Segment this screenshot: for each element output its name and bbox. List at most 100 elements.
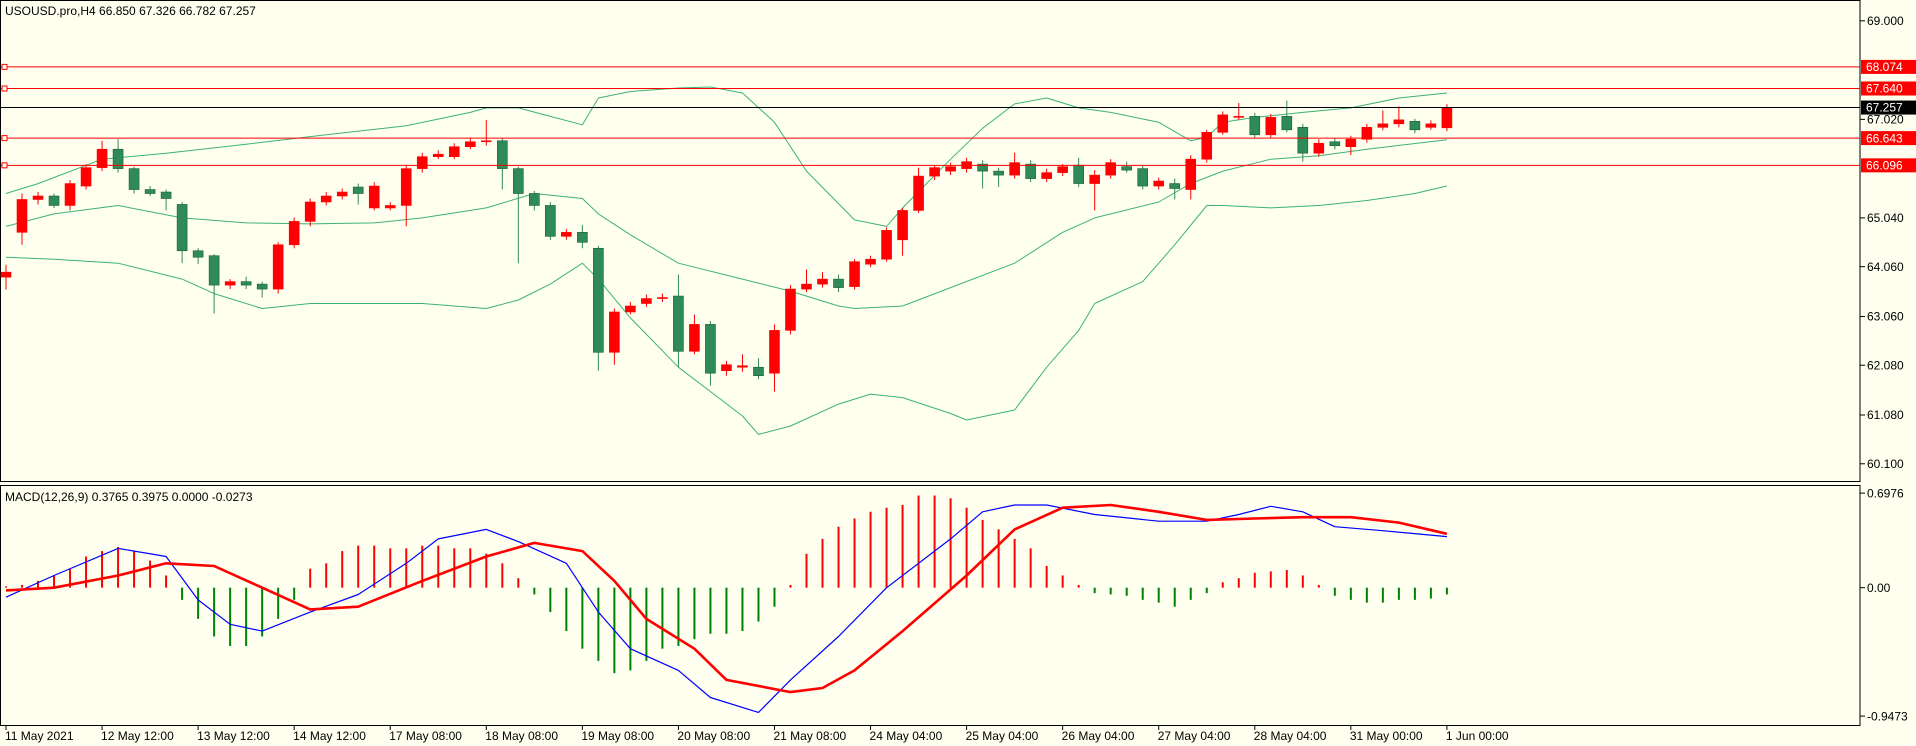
candle-body (288, 221, 300, 246)
candle-body (1377, 123, 1389, 128)
level-anchor (1, 63, 8, 70)
x-tick-label: 1 Jun 00:00 (1446, 729, 1509, 743)
candle-body (1233, 116, 1245, 118)
candle-body (480, 140, 492, 143)
candle-body (849, 261, 860, 287)
candle-body (320, 195, 332, 203)
level-label: 66.096 (1866, 159, 1903, 173)
candle-body (1009, 162, 1020, 176)
candle-body (96, 148, 108, 168)
candle-body (673, 295, 684, 352)
candle-body (144, 189, 156, 194)
candle-body (64, 183, 76, 206)
x-tick-label: 25 May 04:00 (966, 729, 1039, 743)
candle-body (256, 283, 268, 290)
candle-body (769, 330, 780, 374)
y-tick-label: 67.020 (1867, 113, 1904, 127)
candle-body (1137, 168, 1149, 187)
x-tick-label: 21 May 08:00 (773, 729, 846, 743)
y-tick-label: -0.9473 (1867, 709, 1908, 723)
y-tick-label: 0.00 (1867, 581, 1891, 595)
level-label-box (1861, 59, 1916, 74)
x-tick-label: 31 May 00:00 (1350, 729, 1423, 743)
candle-body (945, 166, 956, 172)
candle-body (593, 247, 604, 353)
x-tick-label: 11 May 2021 (5, 729, 74, 743)
candle-body (913, 175, 924, 211)
level-label-box (1861, 81, 1916, 96)
candle-body (1121, 166, 1132, 171)
candle-body (208, 255, 220, 286)
level-label: 66.643 (1866, 131, 1903, 145)
x-tick-label: 24 May 04:00 (870, 729, 943, 743)
candle-body (352, 186, 364, 194)
x-tick-label: 17 May 08:00 (389, 729, 462, 743)
candle-body (865, 258, 876, 265)
candle-body (432, 153, 444, 157)
candle-body (1153, 180, 1165, 187)
candle-body (272, 244, 284, 290)
candle-body (1073, 164, 1084, 184)
x-tick-label: 13 May 12:00 (197, 729, 270, 743)
candle-body (416, 156, 428, 169)
candle-body (1425, 123, 1437, 128)
level-anchor (1, 85, 8, 92)
candle-body (657, 297, 668, 299)
candle-body (16, 199, 28, 233)
candle-body (304, 201, 316, 222)
candle-body (1281, 116, 1293, 131)
y-tick-label: 63.060 (1867, 310, 1904, 324)
level-label: 67.640 (1866, 82, 1903, 96)
y-tick-label: 61.080 (1867, 408, 1904, 422)
y-tick-label: 69.000 (1867, 14, 1904, 28)
candle-body (1041, 172, 1052, 179)
candle-body (192, 250, 204, 258)
x-tick-label: 19 May 08:00 (581, 729, 654, 743)
candle-body (128, 168, 140, 190)
candle-body (224, 281, 236, 286)
candle-body (1105, 162, 1116, 176)
candle-body (801, 283, 812, 290)
y-tick-label: 65.040 (1867, 211, 1904, 225)
candle-body (545, 205, 556, 237)
candle-body (1201, 131, 1213, 160)
candle-body (368, 185, 380, 209)
candle-body (1265, 117, 1277, 136)
candle-body (609, 311, 620, 353)
candle-body (112, 148, 124, 169)
candle-body (336, 191, 348, 197)
y-tick-label: 60.100 (1867, 457, 1904, 471)
candle-body (1345, 138, 1357, 148)
candle-body (80, 167, 92, 187)
candle-body (1441, 107, 1453, 129)
panel-title: MACD(12,26,9) 0.3765 0.3975 0.0000 -0.02… (5, 490, 253, 504)
candle-body (705, 324, 716, 374)
candle-body (384, 205, 396, 209)
x-tick-label: 18 May 08:00 (485, 729, 558, 743)
level-label: 68.074 (1866, 60, 1903, 74)
x-tick-label: 14 May 12:00 (293, 729, 366, 743)
candle-body (513, 168, 524, 194)
candle-body (721, 364, 732, 372)
candle-body (561, 232, 572, 237)
candle-body (529, 193, 540, 206)
candle-body (32, 195, 44, 200)
x-tick-label: 28 May 04:00 (1254, 729, 1327, 743)
candle-body (737, 365, 748, 368)
candle-body (577, 232, 588, 243)
panel-title: USOUSD.pro,H4 66.850 67.326 66.782 67.25… (5, 4, 256, 18)
candle-body (1297, 127, 1309, 154)
candle-body (1393, 119, 1405, 125)
candle-body (1025, 163, 1036, 179)
y-tick-label: 62.080 (1867, 358, 1904, 372)
main-panel-frame (0, 0, 1861, 482)
y-tick-label: 64.060 (1867, 260, 1904, 274)
candle-body (1329, 141, 1341, 147)
candle-body (881, 230, 892, 260)
level-anchor (1, 162, 8, 169)
bollinger-band (5, 139, 1447, 309)
candle-body (48, 195, 60, 206)
candle-body (689, 324, 700, 352)
